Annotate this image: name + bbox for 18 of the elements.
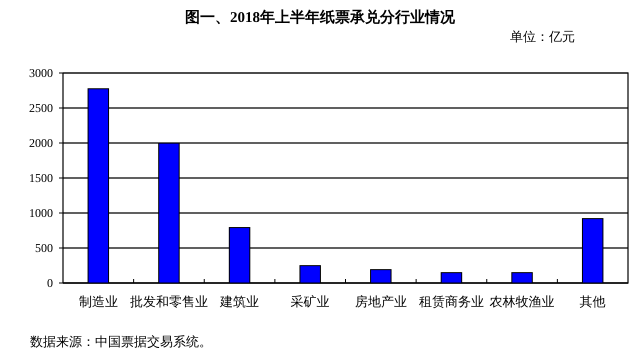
annotation: 数据来源：中国票据交易系统。 (30, 334, 212, 349)
xtick: 其他 (580, 294, 606, 309)
xtick: 房地产业 (354, 294, 407, 309)
xtick: 建筑业 (220, 294, 260, 309)
xtick: 农林牧渔业 (490, 294, 555, 309)
xtick: 制造业 (78, 294, 118, 309)
ytick: 1000 (29, 206, 53, 220)
title: 图一、2018年上半年纸票承兑分行业情况 (185, 10, 455, 26)
annotation: 单位：亿元 (510, 29, 575, 44)
ytick: 2500 (29, 101, 53, 115)
ytick: 2000 (29, 136, 53, 150)
ytick: 1500 (29, 171, 53, 185)
ytick: 0 (47, 276, 53, 290)
xtick: 批发和零售业 (130, 294, 208, 309)
ytick: 500 (35, 241, 53, 255)
xtick: 租赁商务业 (418, 294, 484, 309)
xtick: 采矿业 (290, 294, 330, 309)
ytick: 3000 (29, 66, 53, 80)
